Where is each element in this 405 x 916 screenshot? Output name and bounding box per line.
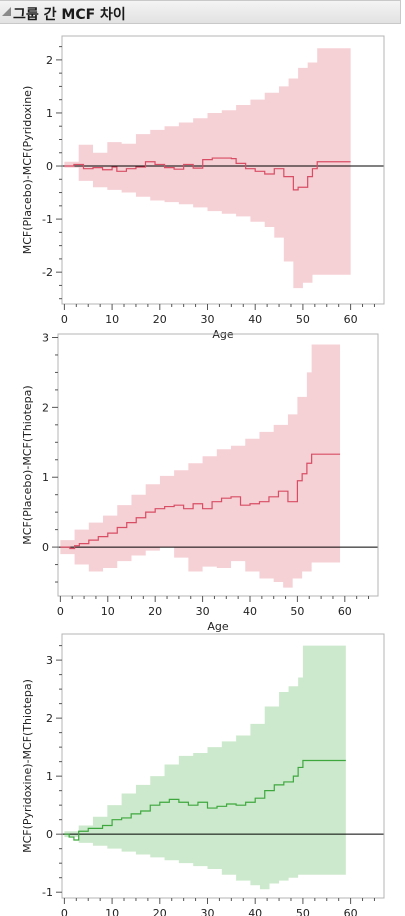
y-axis-title: MCF(Placebo)-MCF(Pyridoxine): [21, 86, 34, 255]
confidence-band: [64, 48, 351, 289]
mcf-difference-line: [60, 453, 341, 550]
x-tick-label: 30: [196, 605, 210, 618]
y-tick-label: 3: [42, 331, 49, 344]
plot-frame: [61, 35, 385, 305]
y-tick-label: 2: [42, 401, 49, 414]
x-tick-label: 30: [200, 907, 214, 916]
y-axis-title: MCF(Pyridoxine)-MCF(Thiotepa): [21, 679, 34, 853]
x-tick-label: 40: [248, 907, 262, 916]
y-tick-label: 1: [46, 107, 53, 120]
plot-frame: [57, 333, 379, 597]
x-tick-label: 60: [344, 313, 358, 326]
x-tick-label: 0: [61, 313, 68, 326]
mcf-difference-chart-3: -101230102030405060AgeMCF(Pyridoxine)-MC…: [21, 633, 385, 916]
x-tick-label: 20: [153, 313, 167, 326]
y-tick-label: -1: [42, 213, 53, 226]
y-tick-label: 2: [46, 712, 53, 725]
plot-frame: [61, 633, 385, 899]
x-tick-label: 50: [290, 605, 304, 618]
mcf-difference-line: [64, 759, 346, 841]
y-tick-label: 1: [46, 770, 53, 783]
x-tick-label: 10: [105, 313, 119, 326]
y-tick-label: 0: [46, 160, 53, 173]
y-tick-label: -2: [42, 266, 53, 279]
x-tick-label: 40: [243, 605, 257, 618]
outline-header[interactable]: 그룹 간 MCF 차이: [0, 0, 401, 24]
outline-title: 그룹 간 MCF 차이: [13, 7, 126, 23]
x-tick-label: 0: [57, 605, 64, 618]
x-tick-label: 20: [153, 907, 167, 916]
confidence-band: [60, 344, 341, 588]
x-tick-label: 50: [296, 313, 310, 326]
disclosure-triangle-icon[interactable]: [2, 7, 11, 16]
y-tick-label: 3: [46, 654, 53, 667]
x-tick-label: 10: [101, 605, 115, 618]
x-tick-label: 20: [148, 605, 162, 618]
y-tick-label: 1: [42, 471, 49, 484]
x-tick-label: 40: [248, 313, 262, 326]
x-axis-title: Age: [207, 620, 229, 633]
x-tick-label: 30: [200, 313, 214, 326]
y-tick-label: 0: [46, 828, 53, 841]
x-tick-label: 60: [338, 605, 352, 618]
confidence-band: [64, 645, 346, 890]
x-tick-label: 10: [105, 907, 119, 916]
y-axis-title: MCF(Placebo)-MCF(Thiotepa): [21, 385, 34, 544]
y-tick-label: 2: [46, 54, 53, 67]
y-tick-label: 0: [42, 541, 49, 554]
x-tick-label: 0: [61, 907, 68, 916]
mcf-difference-line: [64, 157, 351, 191]
x-tick-label: 60: [344, 907, 358, 916]
x-tick-label: 50: [296, 907, 310, 916]
y-tick-label: -1: [42, 886, 53, 899]
